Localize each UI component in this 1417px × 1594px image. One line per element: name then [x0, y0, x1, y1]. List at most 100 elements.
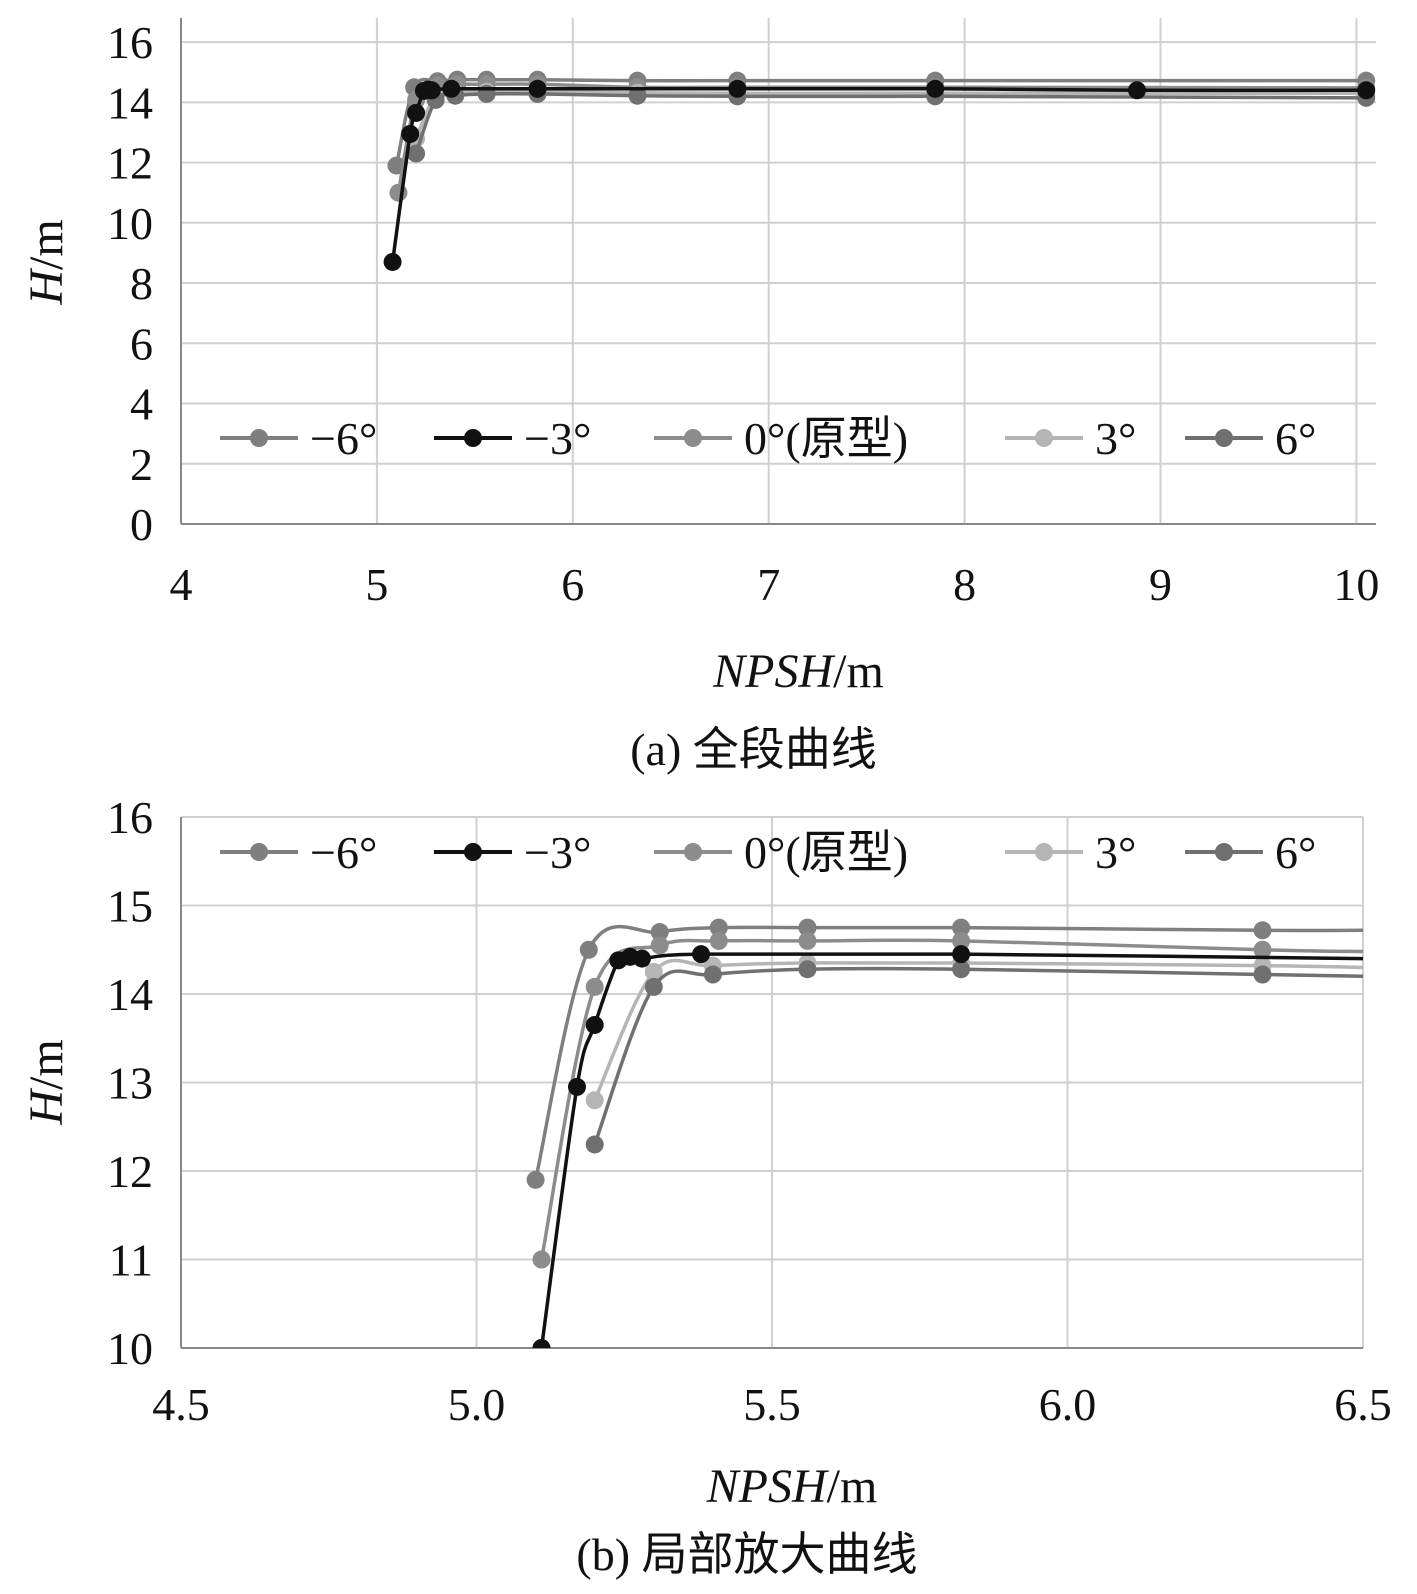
data-point — [650, 923, 669, 942]
data-point — [728, 79, 747, 98]
data-point — [632, 949, 651, 968]
y-tick-label: 8 — [130, 258, 153, 309]
legend-item: 0°(原型) — [654, 413, 908, 464]
series-line — [539, 938, 1363, 1260]
y-tick-label: 2 — [130, 439, 153, 490]
legend-marker — [1215, 429, 1233, 447]
legend-label: 0°(原型) — [744, 827, 908, 878]
y-tick-label: 14 — [107, 77, 153, 128]
y-tick-label: 16 — [107, 17, 153, 68]
y-tick-label: 0 — [130, 499, 153, 550]
y-tick-label: 15 — [107, 881, 153, 932]
legend-label: 3° — [1095, 827, 1136, 878]
x-tick-label: 5.0 — [448, 1379, 506, 1430]
y-tick-label: 16 — [107, 792, 153, 843]
legend: −6° −3° 0°(原型) 3° 6° — [220, 827, 1316, 878]
legend-item: −3° — [434, 827, 591, 878]
legend-item: 3° — [1005, 413, 1136, 464]
legend-label: 6° — [1275, 413, 1316, 464]
data-point — [644, 962, 663, 981]
legend-marker — [464, 843, 482, 861]
x-tick-label: 8 — [953, 559, 976, 610]
y-axis-label: H/m — [20, 219, 73, 305]
legend-item: −6° — [220, 413, 377, 464]
data-point — [528, 79, 547, 98]
legend-marker — [684, 429, 702, 447]
data-point — [585, 1135, 604, 1154]
y-tick-label: 4 — [130, 379, 153, 430]
data-point — [1253, 965, 1272, 984]
data-point — [579, 940, 598, 959]
data-point — [383, 252, 402, 271]
legend-marker — [1035, 843, 1053, 861]
series-line — [390, 86, 1367, 263]
legend-item: 3° — [1005, 827, 1136, 878]
data-point — [952, 918, 971, 937]
legend-item: −3° — [434, 413, 591, 464]
y-tick-label: 6 — [130, 318, 153, 369]
legend-label: 6° — [1275, 827, 1316, 878]
legend-label: −6° — [310, 827, 377, 878]
x-axis-label: NPSH/m — [706, 1460, 878, 1513]
y-tick-label: 10 — [107, 1323, 153, 1374]
x-axis-label: NPSH/m — [712, 645, 884, 698]
data-point — [585, 977, 604, 996]
data-point — [952, 960, 971, 979]
y-tick-label: 12 — [107, 138, 153, 189]
data-point — [644, 977, 663, 996]
data-point — [389, 183, 408, 202]
data-point — [532, 1250, 551, 1269]
x-tick-label: 4.5 — [152, 1379, 210, 1430]
data-point — [1128, 81, 1146, 100]
legend-marker — [464, 429, 482, 447]
data-point — [692, 945, 711, 964]
data-point — [798, 931, 817, 950]
y-tick-label: 11 — [109, 1235, 153, 1286]
legend-item: 6° — [1185, 413, 1316, 464]
series-line — [539, 951, 1363, 1348]
plot-area — [526, 918, 1363, 1348]
x-tick-label: 6 — [561, 559, 584, 610]
legend-label: −6° — [310, 413, 377, 464]
data-point — [952, 945, 971, 964]
x-tick-label: 6.0 — [1039, 1379, 1097, 1430]
legend-item: 0°(原型) — [654, 827, 908, 878]
data-point — [798, 960, 817, 979]
plot-area — [383, 70, 1376, 271]
legend-marker — [250, 843, 268, 861]
data-point — [1253, 940, 1272, 959]
legend-label: 3° — [1095, 413, 1136, 464]
data-point — [422, 81, 441, 100]
data-point — [442, 79, 461, 98]
y-axis-label: H/m — [20, 1039, 73, 1125]
legend-label: −3° — [524, 413, 591, 464]
data-point — [567, 1077, 586, 1096]
data-point — [407, 144, 426, 163]
data-point — [709, 931, 728, 950]
data-point — [1253, 921, 1272, 940]
legend-label: 0°(原型) — [744, 413, 908, 464]
legend-label: −3° — [524, 827, 591, 878]
data-point — [526, 1170, 545, 1189]
data-point — [952, 931, 971, 950]
legend-marker — [1215, 843, 1233, 861]
data-point — [532, 1339, 551, 1348]
data-point — [703, 965, 722, 984]
chart-panel-b: 4.5 5.0 5.5 6.0 6.5 10 11 12 13 14 15 16 NPSH/m H/m (b… — [20, 792, 1392, 1580]
data-point — [401, 124, 420, 143]
y-tick-label: 10 — [107, 198, 153, 249]
x-tick-label: 9 — [1149, 559, 1172, 610]
y-tick-label: 14 — [107, 969, 153, 1020]
chart-caption: (b) 局部放大曲线 — [576, 1529, 917, 1580]
data-point — [407, 103, 426, 122]
data-point — [709, 918, 728, 937]
x-tick-label: 4 — [170, 559, 193, 610]
data-point — [650, 936, 669, 955]
chart-panel-a: 4 5 6 7 8 9 10 0 2 4 6 8 10 12 14 16 NPSH/m H/m (a) 全段曲线 −6… — [20, 17, 1379, 775]
legend-marker — [684, 843, 702, 861]
legend: −6° −3° 0°(原型) 3° 6° — [220, 413, 1316, 464]
legend-item: −6° — [220, 827, 377, 878]
data-point — [628, 86, 647, 105]
legend-marker — [1035, 429, 1053, 447]
legend-item: 6° — [1185, 827, 1316, 878]
